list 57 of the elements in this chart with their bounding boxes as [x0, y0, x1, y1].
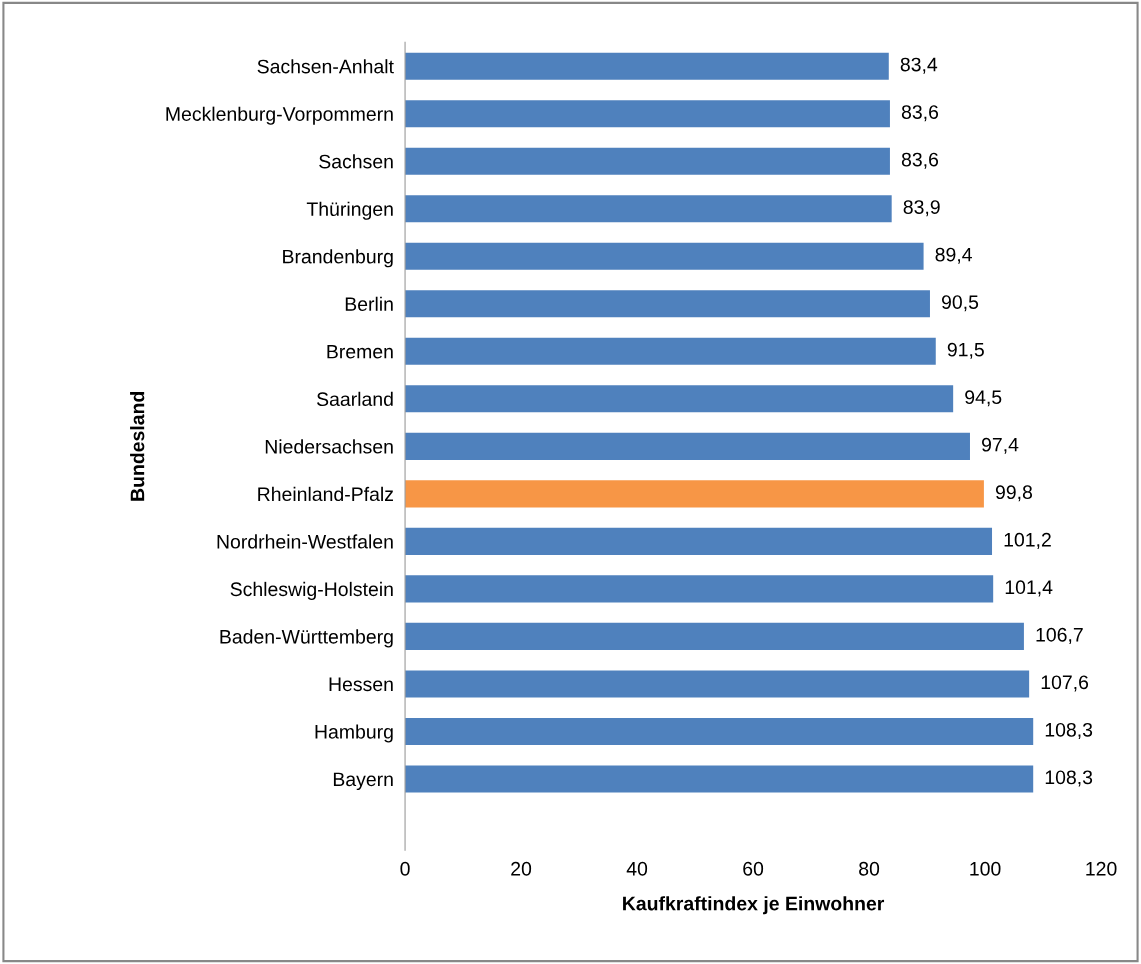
data-label: 89,4	[935, 247, 972, 264]
y-axis-title: Bundesland	[130, 391, 145, 501]
data-label: 101,2	[1004, 532, 1051, 549]
y-tick-label: Rheinland-Pfalz	[258, 486, 393, 502]
bar	[405, 622, 1024, 650]
data-label: 83,4	[900, 57, 938, 74]
x-tick-label: 20	[511, 861, 532, 876]
data-label: 83,6	[901, 152, 939, 169]
data-label: 83,6	[901, 105, 939, 122]
y-tick-label: Schleswig-Holstein	[230, 581, 393, 600]
y-tick-label: Bremen	[327, 344, 393, 359]
bar	[405, 717, 1034, 745]
data-label: 91,5	[947, 342, 984, 359]
bar	[405, 480, 984, 508]
x-tick-label: 40	[626, 861, 648, 876]
data-label: 90,5	[941, 295, 979, 312]
data-label: 107,6	[1041, 675, 1089, 692]
bar	[405, 195, 892, 223]
y-tick-label: Thüringen	[306, 201, 393, 220]
y-tick-label: Bayern	[333, 772, 393, 791]
bar	[405, 527, 993, 555]
data-label: 108,3	[1045, 770, 1093, 787]
data-label: 94,5	[965, 390, 1002, 407]
bar	[405, 670, 1030, 698]
bar	[405, 337, 936, 365]
x-tick-label: 100	[970, 861, 1001, 876]
data-label: 101,4	[1005, 580, 1053, 597]
data-label: 106,7	[1036, 627, 1083, 644]
bar	[405, 765, 1034, 793]
y-tick-label: Hamburg	[315, 724, 393, 743]
x-tick-label: 80	[859, 861, 880, 876]
y-tick-label: Niedersachsen	[265, 439, 393, 454]
data-label: 108,3	[1045, 722, 1093, 739]
bar	[405, 575, 994, 603]
bar	[405, 242, 924, 270]
bar	[405, 52, 889, 80]
y-tick-label: Saarland	[317, 391, 393, 407]
bar	[405, 385, 954, 413]
y-tick-label: Mecklenburg-Vorpommern	[166, 106, 393, 125]
data-label: 97,4	[982, 437, 1019, 454]
x-tick-label: 0	[400, 861, 410, 876]
x-tick-label: 60	[743, 861, 764, 876]
y-tick-label: Hessen	[329, 677, 393, 692]
y-tick-label: Berlin	[345, 296, 393, 312]
bar	[405, 290, 930, 318]
data-label: 83,9	[903, 200, 940, 217]
y-tick-label: Sachsen	[319, 154, 393, 169]
y-tick-label: Sachsen-Anhalt	[257, 59, 394, 74]
bar	[405, 100, 890, 128]
y-tick-label: Nordrhein-Westfalen	[217, 534, 393, 549]
data-label: 99,8	[995, 485, 1033, 502]
bar	[405, 432, 970, 460]
x-axis-title: Kaufkraftindex je Einwohner	[623, 896, 885, 915]
x-tick-label: 120	[1086, 861, 1117, 876]
y-tick-label: Brandenburg	[283, 249, 393, 268]
y-tick-label: Baden-Württemberg	[220, 629, 393, 648]
bar	[405, 147, 890, 175]
